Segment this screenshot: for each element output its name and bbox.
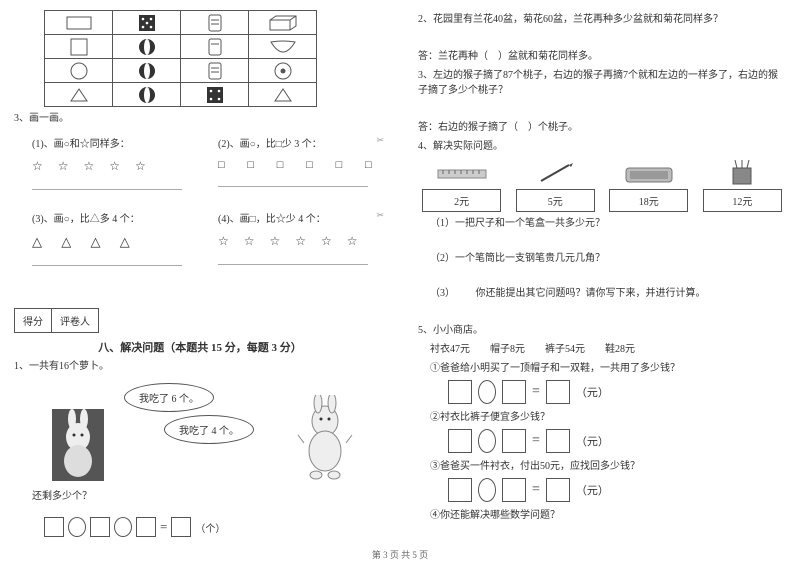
grader-label: 评卷人 (52, 308, 99, 333)
shape-sort-table (44, 10, 317, 107)
q5-3: ③爸爸买一件衬衣，付出50元，应找回多少钱？ (430, 459, 786, 474)
product-row: 2元 5元 18元 12元 (422, 160, 782, 212)
q1-text: 1、一共有16个萝卜。 (14, 359, 386, 375)
answer-box[interactable] (502, 478, 526, 502)
unit-yuan: （元） (576, 482, 609, 498)
q5-text: 5、小小商店。 (418, 323, 786, 338)
q4-3-num: （3） (430, 288, 455, 299)
blank-line (32, 178, 182, 190)
speech-bubble-2: 我吃了 4 个。 (164, 415, 254, 444)
operator-circle[interactable] (114, 517, 132, 537)
rabbit-right-icon (294, 395, 356, 481)
q5-2: ②衬衣比裤子便宜多少钱？ (430, 410, 786, 425)
q2-text: 2、花园里有兰花40盆，菊花60盆，兰花再种多少盆就和菊花同样多？ (418, 12, 786, 27)
stars-6: ☆ ☆ ☆ ☆ ☆ ☆ (218, 234, 386, 249)
blank-line (32, 254, 182, 266)
sub4-text: (4)、画□，比☆少 4 个： (218, 212, 386, 228)
operator-circle[interactable] (68, 517, 86, 537)
operator-circle[interactable] (478, 478, 496, 502)
squares-6: □ □ □ □ □ □ (218, 159, 386, 171)
tris-4: △ △ △ △ (32, 234, 200, 250)
q3-answer: 答：右边的猴子摘了（ ）个桃子。 (418, 120, 786, 135)
rabbit-illustration: 我吃了 6 个。 我吃了 4 个。 还剩多少个？ (14, 379, 386, 499)
q4-text: 4、解决实际问题。 (418, 139, 786, 154)
rabbit-left-icon (50, 407, 106, 483)
q2-answer: 答：兰花再种（ ）盆就和菊花同样多。 (418, 49, 786, 64)
unit-yuan: （元） (576, 384, 609, 400)
score-box: 得分 评卷人 (14, 308, 386, 333)
q3-label: 3、画一画。 (14, 111, 386, 127)
pencil-case-icon (609, 160, 688, 186)
right-column: 2、花园里有兰花40盆，菊花60盆，兰花再种多少盆就和菊花同样多？ 答：兰花再种… (400, 0, 800, 565)
section-8-title: 八、解决问题（本题共 15 分，每题 3 分） (14, 339, 386, 355)
q5-4: ④你还能解决哪些数学问题？ (430, 508, 786, 523)
unit-ge: （个） (195, 520, 225, 535)
answer-box[interactable] (546, 478, 570, 502)
price-holder: 12元 (703, 189, 782, 212)
answer-box[interactable] (171, 517, 191, 537)
equals-sign: = (532, 482, 540, 498)
ruler-icon (422, 160, 501, 186)
sub1-text: (1)、画○和☆同样多： (32, 137, 200, 153)
shop-equation-2: = （元） (448, 429, 786, 453)
shop-equation-3: = （元） (448, 478, 786, 502)
price-case: 18元 (609, 189, 688, 212)
equals-sign: = (532, 384, 540, 400)
q4-3-text: 你还能提出其它问题吗？请你写下来，并进行计算。 (476, 288, 706, 299)
draw-subquestions-row2: (3)、画○，比△多 4 个： △ △ △ △ ✂ (4)、画□，比☆少 4 个… (14, 208, 386, 268)
answer-box[interactable] (44, 517, 64, 537)
answer-box[interactable] (502, 380, 526, 404)
stars-5: ☆ ☆ ☆ ☆ ☆ (32, 159, 200, 174)
price-pen: 5元 (516, 189, 595, 212)
blank-line (218, 175, 368, 187)
shop-equation-1: = （元） (448, 380, 786, 404)
speech-bubble-1: 我吃了 6 个。 (124, 383, 214, 412)
answer-box[interactable] (448, 429, 472, 453)
draw-subquestions-row1: (1)、画○和☆同样多： ☆ ☆ ☆ ☆ ☆ ✂ (2)、画○，比□少 3 个：… (14, 133, 386, 192)
answer-box[interactable] (546, 380, 570, 404)
operator-circle[interactable] (478, 380, 496, 404)
q5-1: ①爸爸给小明买了一顶帽子和一双鞋，一共用了多少钱？ (430, 361, 786, 376)
sub2-text: (2)、画○，比□少 3 个： (218, 137, 386, 153)
pen-holder-icon (703, 160, 782, 186)
answer-box[interactable] (90, 517, 110, 537)
q5-prices: 衬衣47元 帽子8元 裤子54元 鞋28元 (430, 342, 786, 357)
page-footer: 第 3 页 共 5 页 (0, 548, 800, 561)
operator-circle[interactable] (478, 429, 496, 453)
answer-box[interactable] (136, 517, 156, 537)
equals-sign: = (532, 433, 540, 449)
answer-box[interactable] (546, 429, 570, 453)
score-label: 得分 (14, 308, 52, 333)
answer-box[interactable] (502, 429, 526, 453)
q4-1: （1）一把尺子和一个笔盒一共多少元？ (430, 216, 786, 231)
q3-text: 3、左边的猴子摘了87个桃子，右边的猴子再摘7个就和左边的一样多了，右边的猴子摘… (418, 68, 786, 98)
blank-line (218, 253, 368, 265)
q4-3: （3） 你还能提出其它问题吗？请你写下来，并进行计算。 (430, 286, 786, 301)
left-column: 3、画一画。 (1)、画○和☆同样多： ☆ ☆ ☆ ☆ ☆ ✂ (2)、画○，比… (0, 0, 400, 565)
answer-box[interactable] (448, 380, 472, 404)
sub3-text: (3)、画○，比△多 4 个： (32, 212, 200, 228)
price-ruler: 2元 (422, 189, 501, 212)
pen-icon (516, 160, 595, 186)
remain-text: 还剩多少个？ (32, 487, 92, 502)
answer-box[interactable] (448, 478, 472, 502)
equation-row-carrot: = （个） (44, 517, 386, 537)
unit-yuan: （元） (576, 433, 609, 449)
q4-2: （2）一个笔筒比一支钢笔贵几元几角？ (430, 251, 786, 266)
